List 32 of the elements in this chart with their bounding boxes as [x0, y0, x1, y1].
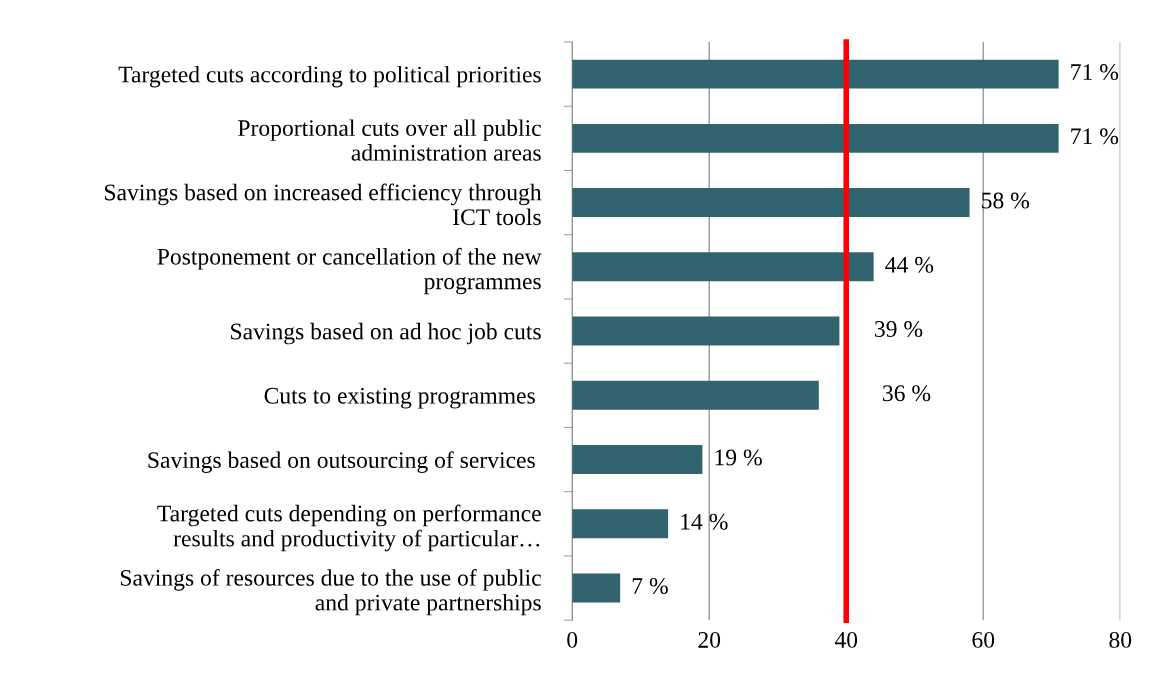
- data-label: 19 %: [715, 449, 762, 466]
- bar: [572, 123, 1059, 153]
- bar: [572, 445, 703, 474]
- y-tick-label: Savings based on ad hoc job cuts: [231, 322, 541, 345]
- y-tick-label: Savings of resources due to the use of public and private partnerships: [120, 568, 541, 616]
- y-tick-label: Proportional cuts over all public administration areas: [238, 119, 541, 161]
- data-label: 44 %: [885, 256, 934, 273]
- data-label: 39 %: [875, 321, 923, 338]
- bar: [572, 252, 874, 282]
- y-tick-label: Targeted cuts depending on performance results and productivity of particular…: [157, 504, 541, 552]
- bar: [572, 380, 819, 410]
- data-label: 36 %: [883, 385, 931, 402]
- y-tick-label: Postponement or cancellation of the new programmes: [157, 247, 542, 295]
- x-tick-label: 0: [567, 631, 578, 648]
- y-tick-label: Targeted cuts according to political priorities: [118, 65, 541, 88]
- data-label: 71 %: [1071, 128, 1119, 145]
- data-label: 7 %: [632, 577, 668, 594]
- bar: [572, 573, 621, 603]
- data-label: 14 %: [681, 513, 728, 530]
- y-tick-label: Savings based on increased efficiency through ICT tools: [105, 183, 542, 226]
- bar: [572, 59, 1059, 89]
- bar: [572, 188, 970, 218]
- x-tick-label: 60: [972, 631, 995, 648]
- x-tick-label: 40: [834, 631, 858, 648]
- data-label: 71 %: [1071, 64, 1119, 81]
- x-tick-label: 80: [1109, 631, 1132, 648]
- bar: [572, 509, 669, 539]
- x-tick-label: 20: [698, 631, 721, 648]
- y-tick-label: Cuts to existing programmes: [264, 387, 535, 409]
- data-label: 58 %: [982, 192, 1030, 209]
- y-tick-label: Savings based on outsourcing of services: [148, 451, 535, 473]
- bar: [572, 316, 840, 346]
